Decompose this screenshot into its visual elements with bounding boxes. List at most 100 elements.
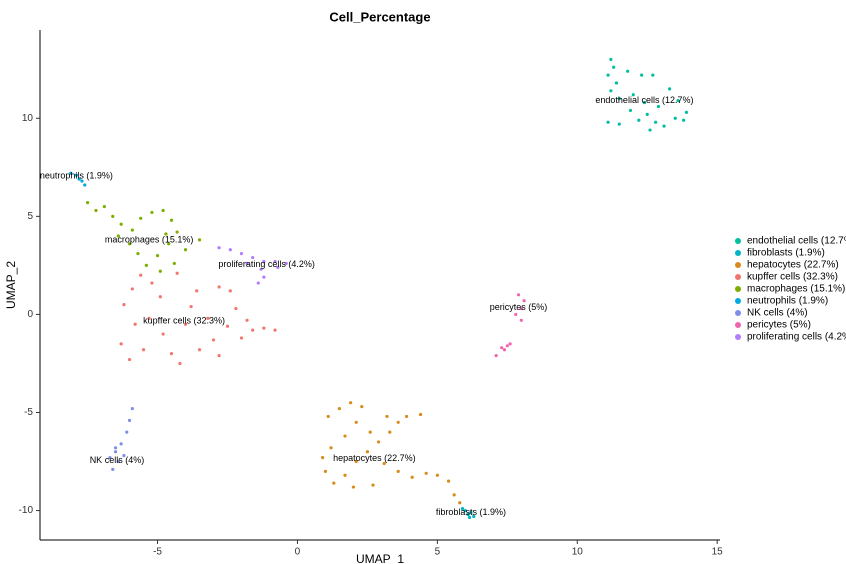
point — [69, 171, 73, 175]
point — [155, 253, 160, 258]
point — [637, 118, 641, 122]
point — [640, 73, 644, 77]
y-tick-label: -10 — [19, 505, 34, 516]
point — [127, 357, 132, 362]
cluster-label: fibroblasts (1.9%) — [436, 507, 506, 517]
point — [125, 430, 129, 434]
point — [167, 242, 171, 246]
point — [119, 222, 123, 226]
legend-swatch — [735, 322, 741, 328]
point — [228, 248, 232, 252]
point — [144, 263, 148, 267]
point — [424, 471, 428, 475]
point — [463, 508, 467, 513]
point — [85, 201, 90, 205]
point — [113, 446, 118, 450]
legend-label: proliferating cells (4.2%) — [747, 332, 846, 343]
point — [645, 112, 649, 116]
point — [351, 485, 356, 489]
point — [502, 348, 507, 352]
point — [516, 293, 521, 297]
point — [508, 342, 512, 346]
cluster-label: kupffer cells (32.3%) — [143, 316, 225, 326]
point — [139, 273, 143, 277]
point — [494, 354, 498, 358]
point — [349, 401, 353, 405]
point — [122, 454, 126, 458]
legend-swatch — [735, 334, 741, 340]
point — [329, 446, 333, 450]
point — [460, 507, 465, 511]
point — [161, 208, 165, 213]
cluster-label: pericytes (5%) — [490, 302, 548, 312]
point — [175, 230, 179, 234]
cluster-label: neutrophils (1.9%) — [40, 171, 113, 181]
point — [111, 467, 115, 471]
point — [262, 275, 266, 279]
point — [130, 406, 134, 411]
point — [631, 93, 635, 97]
point — [614, 81, 619, 85]
point — [195, 289, 199, 293]
legend-label: NK cells (4%) — [747, 308, 808, 319]
point — [505, 344, 509, 348]
point — [682, 118, 686, 122]
point — [284, 261, 288, 266]
point — [116, 234, 120, 238]
point — [256, 281, 260, 285]
point — [514, 312, 518, 317]
point — [175, 271, 179, 275]
cluster-label: proliferating cells (4.2%) — [218, 259, 315, 269]
point — [673, 116, 677, 120]
point — [108, 456, 112, 460]
point — [116, 459, 120, 464]
cluster-label: NK cells (4%) — [90, 455, 145, 465]
point — [139, 216, 143, 220]
point — [628, 108, 633, 113]
point — [656, 104, 661, 109]
legend-swatch — [735, 298, 741, 304]
chart-title: Cell_Percentage — [329, 9, 430, 24]
point — [245, 261, 249, 266]
point — [259, 267, 263, 271]
cluster-label: macrophages (15.1%) — [105, 234, 194, 244]
point — [446, 479, 451, 483]
point — [127, 242, 132, 246]
point — [654, 120, 658, 124]
legend-label: pericytes (5%) — [747, 320, 811, 331]
legend-label: neutrophils (1.9%) — [747, 296, 828, 307]
point — [343, 434, 347, 438]
point — [343, 473, 347, 477]
point — [676, 99, 680, 103]
point — [452, 493, 456, 497]
point — [519, 306, 523, 311]
legend-swatch — [735, 262, 741, 268]
point — [122, 303, 126, 307]
point — [189, 304, 193, 309]
point — [612, 65, 616, 69]
legend-swatch — [735, 250, 741, 256]
point — [467, 515, 472, 520]
point — [169, 352, 174, 356]
point — [337, 406, 342, 411]
legend-label: kupffer cells (32.3%) — [747, 272, 838, 283]
point — [668, 87, 672, 91]
x-tick-label: 0 — [295, 547, 301, 558]
point — [617, 122, 621, 126]
legend-label: macrophages (15.1%) — [747, 284, 845, 295]
legend-swatch — [735, 238, 741, 244]
legend-label: fibroblasts (1.9%) — [747, 248, 825, 259]
point — [354, 459, 358, 464]
point — [396, 469, 400, 473]
y-tick-label: 5 — [27, 211, 33, 222]
point — [141, 348, 146, 352]
point — [164, 232, 168, 236]
point — [609, 57, 613, 62]
point — [150, 210, 154, 215]
point — [130, 228, 134, 232]
point — [354, 420, 358, 424]
point — [262, 326, 266, 330]
point — [119, 342, 123, 346]
point — [469, 510, 473, 515]
point — [609, 89, 613, 93]
